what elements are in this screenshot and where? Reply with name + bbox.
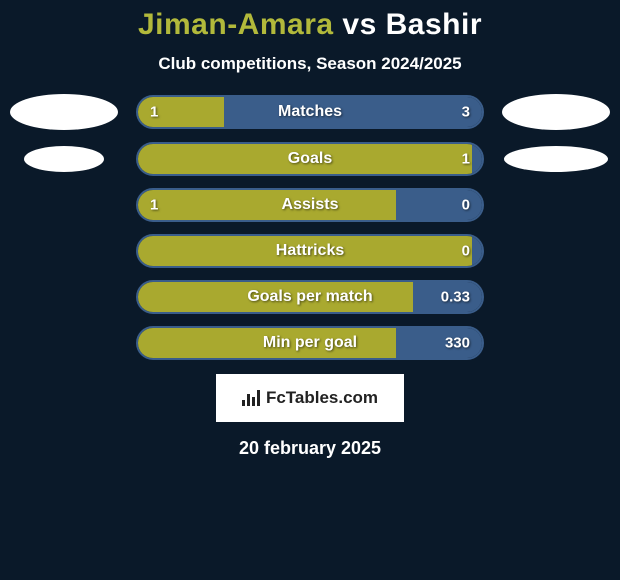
stat-bar: 330 Min per goal bbox=[136, 326, 484, 360]
player-1-oval bbox=[24, 146, 104, 172]
stat-value-left: 1 bbox=[150, 197, 158, 214]
stat-label: Goals bbox=[288, 150, 332, 168]
brand-name: FcTables.com bbox=[266, 388, 378, 408]
player-1-mark-slot bbox=[10, 94, 118, 130]
player-2-name: Bashir bbox=[386, 8, 482, 41]
player-2-oval bbox=[502, 94, 610, 130]
stat-value-right: 3 bbox=[462, 104, 470, 121]
stat-row: 1 Goals bbox=[0, 142, 620, 176]
stat-label: Hattricks bbox=[276, 242, 344, 260]
stat-bar: 1 3 Matches bbox=[136, 95, 484, 129]
stat-label: Goals per match bbox=[247, 288, 372, 306]
player-1-name: Jiman-Amara bbox=[138, 8, 334, 41]
bar-chart-icon bbox=[242, 390, 260, 406]
player-2-mark-slot bbox=[502, 94, 610, 130]
stat-label: Assists bbox=[282, 196, 339, 214]
vs-label: vs bbox=[342, 8, 376, 41]
comparison-widget: Jiman-Amara vs Bashir Club competitions,… bbox=[0, 0, 620, 459]
player-2-oval bbox=[504, 146, 608, 172]
brand-badge: FcTables.com bbox=[216, 374, 404, 422]
stat-bar: 0 Hattricks bbox=[136, 234, 484, 268]
stat-bar-left bbox=[138, 190, 396, 220]
stat-value-left: 1 bbox=[150, 104, 158, 121]
stat-value-right: 330 bbox=[445, 335, 470, 352]
stat-row: 1 3 Matches bbox=[0, 94, 620, 130]
stat-label: Min per goal bbox=[263, 334, 357, 352]
stat-value-right: 1 bbox=[462, 151, 470, 168]
player-1-oval bbox=[10, 94, 118, 130]
stat-value-right: 0 bbox=[462, 243, 470, 260]
stat-bar: 0.33 Goals per match bbox=[136, 280, 484, 314]
stat-label: Matches bbox=[278, 103, 342, 121]
page-title: Jiman-Amara vs Bashir bbox=[0, 8, 620, 42]
stat-row: 1 0 Assists bbox=[0, 188, 620, 222]
player-1-mark-slot bbox=[10, 146, 118, 172]
stat-value-right: 0 bbox=[462, 197, 470, 214]
stat-bar-right bbox=[472, 236, 482, 266]
stat-bar: 1 Goals bbox=[136, 142, 484, 176]
subtitle: Club competitions, Season 2024/2025 bbox=[0, 54, 620, 74]
stat-row: 330 Min per goal bbox=[0, 326, 620, 360]
stat-value-right: 0.33 bbox=[441, 289, 470, 306]
stat-bar-right bbox=[224, 97, 482, 127]
stat-row: 0 Hattricks bbox=[0, 234, 620, 268]
stat-row: 0.33 Goals per match bbox=[0, 280, 620, 314]
stat-bar-right bbox=[472, 144, 482, 174]
player-2-mark-slot bbox=[502, 146, 610, 172]
date-label: 20 february 2025 bbox=[0, 438, 620, 459]
stat-bar: 1 0 Assists bbox=[136, 188, 484, 222]
branding-row: FcTables.com bbox=[0, 374, 620, 422]
stats-list: 1 3 Matches 1 Goals 1 0 Assists 0 Hattricks 0.33 Go… bbox=[0, 94, 620, 360]
